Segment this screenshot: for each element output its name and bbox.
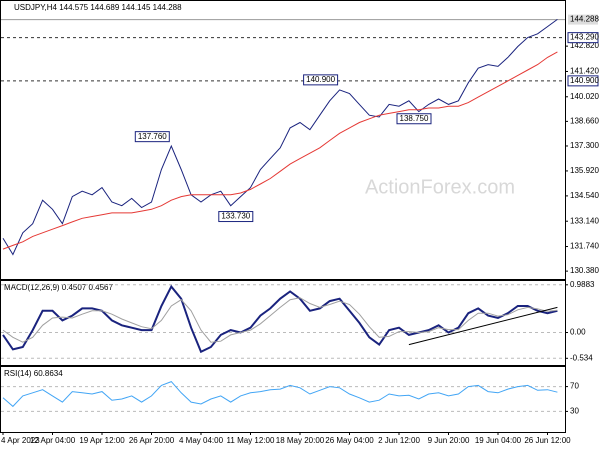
- x-tick-label: 4 Apr 2023: [1, 436, 40, 445]
- annotation-box: [396, 113, 432, 125]
- annotation-box: [303, 74, 339, 86]
- x-tick-label: 12 Apr 04:00: [30, 436, 76, 445]
- series-line: [2, 18, 558, 256]
- y-tick-label: 134.540: [570, 191, 599, 200]
- annotation-label: 140.900: [306, 75, 335, 84]
- x-tick-label: 18 May 20:00: [276, 436, 325, 445]
- y-tick-label: 133.140: [570, 216, 599, 225]
- price-panel: [0, 0, 566, 280]
- series-line: [2, 51, 558, 250]
- y-tick-label: 0.00: [570, 328, 586, 337]
- y-tick-label: 141.420: [570, 67, 599, 76]
- watermark: ActionForex.com: [365, 176, 515, 198]
- annotation-label: 137.760: [138, 132, 167, 141]
- x-tick-label: 9 Jun 20:00: [428, 436, 470, 445]
- annotation-box: [134, 131, 170, 143]
- level-box: [567, 75, 599, 87]
- rsi-title: RSI(14) 60.8634: [4, 369, 63, 378]
- y-tick-label: 142.820: [570, 41, 599, 50]
- y-tick-label: 131.740: [570, 242, 599, 251]
- series-line: [2, 381, 558, 408]
- level-box: [567, 32, 599, 44]
- level-label: 143.290: [570, 33, 599, 42]
- x-tick-label: 26 Apr 20:00: [129, 436, 175, 445]
- trendline: [408, 306, 558, 346]
- last-price-label: 144.288: [570, 15, 599, 24]
- x-tick-label: 19 Apr 12:00: [79, 436, 125, 445]
- y-tick-label: 0.9883: [570, 280, 595, 289]
- level-label: 140.900: [570, 76, 599, 85]
- x-tick-label: 26 May 04:00: [325, 436, 374, 445]
- y-tick-label: 137.300: [570, 141, 599, 150]
- x-tick-label: 26 Jun 12:00: [524, 436, 571, 445]
- y-tick-label: 140.020: [570, 92, 599, 101]
- y-tick-label: 130.380: [570, 266, 599, 275]
- x-tick-label: 11 May 12:00: [227, 436, 275, 445]
- macd-title: MACD(12,26,9) 0.4507 0.4567: [4, 283, 114, 292]
- series-line: [2, 297, 558, 343]
- x-tick-label: 2 Jun 12:00: [378, 436, 420, 445]
- y-tick-label: 135.920: [570, 166, 599, 175]
- y-tick-label: 70: [570, 382, 579, 391]
- rsi-panel: [0, 366, 566, 433]
- last-price-box: [568, 14, 598, 25]
- y-tick-label: -0.534: [570, 353, 593, 362]
- price-title: USDJPY,H4 144.575 144.689 144.145 144.28…: [14, 3, 182, 12]
- annotation-label: 138.750: [400, 114, 429, 123]
- annotation-label: 133.730: [221, 212, 250, 221]
- annotation-box: [218, 211, 254, 223]
- macd-panel: [0, 280, 566, 366]
- x-tick-label: 19 Jun 04:00: [475, 436, 522, 445]
- x-tick-label: 4 May 04:00: [179, 436, 224, 445]
- series-line: [2, 284, 558, 354]
- y-tick-label: 138.660: [570, 116, 599, 125]
- y-tick-label: 30: [570, 407, 579, 416]
